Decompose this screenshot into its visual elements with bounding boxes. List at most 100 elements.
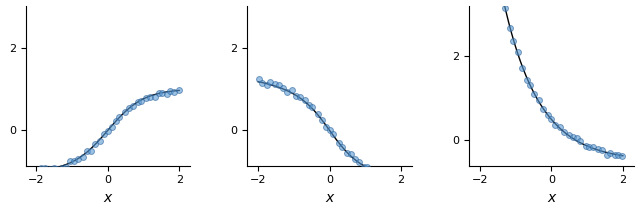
Point: [383, 174, 393, 177]
Point: [82, 149, 92, 153]
Point: [324, 128, 335, 132]
Point: [150, 95, 160, 98]
Point: [114, 116, 124, 119]
Point: [282, 90, 292, 93]
Point: [342, 151, 352, 155]
Point: [380, 173, 390, 176]
Point: [45, 168, 55, 171]
Point: [99, 132, 109, 136]
Point: [354, 161, 364, 164]
Point: [500, 6, 510, 9]
Point: [102, 129, 113, 133]
Point: [307, 106, 317, 109]
Point: [505, 27, 515, 30]
Point: [49, 167, 60, 170]
Point: [120, 110, 130, 114]
Point: [57, 166, 67, 169]
Point: [321, 125, 331, 128]
Point: [40, 166, 51, 169]
Point: [362, 166, 372, 169]
Point: [610, 154, 620, 157]
Point: [617, 154, 627, 157]
Point: [367, 170, 378, 173]
Point: [270, 83, 280, 86]
Point: [568, 136, 578, 139]
Point: [580, 144, 591, 147]
Point: [613, 153, 623, 156]
Point: [136, 100, 146, 103]
Point: [300, 99, 310, 102]
Point: [65, 159, 75, 162]
Point: [165, 89, 175, 93]
Point: [534, 98, 544, 101]
Point: [111, 120, 121, 123]
Point: [584, 145, 594, 149]
Point: [588, 145, 598, 148]
Point: [124, 106, 134, 109]
Point: [317, 118, 327, 121]
Point: [278, 86, 288, 89]
Point: [337, 145, 347, 148]
Point: [522, 78, 532, 82]
Point: [375, 173, 385, 176]
Point: [550, 123, 560, 126]
Point: [95, 139, 105, 143]
Point: [32, 168, 42, 172]
Point: [328, 132, 339, 135]
Point: [597, 149, 607, 152]
Point: [371, 170, 381, 173]
Point: [525, 83, 535, 86]
Point: [392, 176, 403, 180]
Point: [52, 167, 62, 170]
Point: [78, 155, 88, 158]
Point: [69, 160, 79, 163]
Point: [554, 126, 564, 129]
Point: [90, 143, 100, 146]
X-axis label: x: x: [326, 191, 333, 202]
Point: [265, 81, 275, 84]
Point: [291, 94, 301, 97]
Point: [546, 117, 556, 120]
Point: [575, 139, 586, 143]
Point: [513, 51, 523, 54]
Point: [162, 92, 172, 96]
Point: [529, 93, 540, 96]
Point: [543, 113, 553, 116]
Point: [257, 81, 268, 85]
Point: [154, 92, 164, 95]
Point: [333, 142, 344, 145]
Point: [593, 148, 604, 151]
Point: [602, 153, 612, 156]
Point: [253, 78, 264, 81]
X-axis label: x: x: [547, 191, 556, 202]
Point: [145, 96, 155, 99]
Point: [294, 95, 305, 98]
Point: [133, 100, 143, 104]
Point: [559, 130, 569, 134]
Point: [564, 133, 575, 137]
Point: [127, 105, 138, 108]
Point: [387, 176, 397, 179]
Point: [174, 89, 184, 92]
Point: [86, 149, 96, 152]
Point: [74, 157, 84, 161]
Point: [262, 83, 272, 86]
Point: [107, 125, 117, 128]
Point: [157, 92, 168, 95]
Point: [517, 66, 527, 69]
Point: [346, 152, 356, 155]
Point: [287, 89, 297, 92]
Point: [350, 158, 360, 161]
Point: [36, 167, 46, 170]
X-axis label: x: x: [104, 191, 112, 202]
Point: [169, 90, 179, 94]
Point: [141, 97, 151, 100]
Point: [274, 83, 284, 87]
Point: [508, 39, 518, 42]
Point: [605, 152, 616, 155]
Point: [538, 108, 548, 111]
Point: [396, 179, 406, 182]
Point: [304, 104, 314, 107]
Point: [313, 112, 323, 115]
Point: [61, 165, 71, 168]
